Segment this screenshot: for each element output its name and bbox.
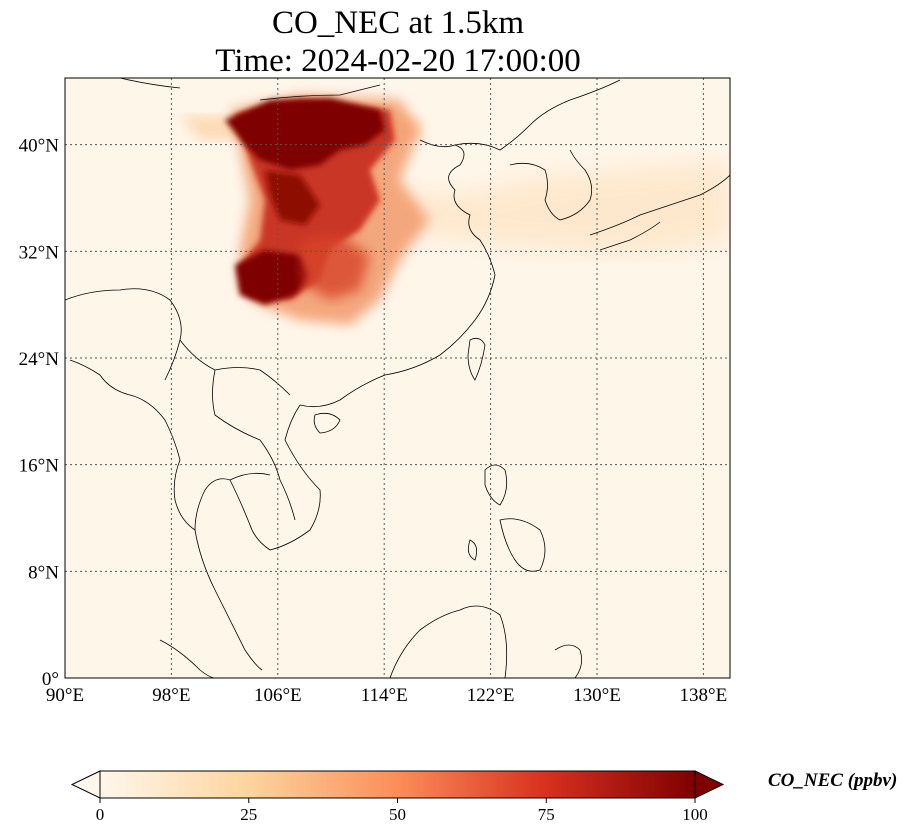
colorbar-extend-min [70,770,101,799]
co-field [65,78,730,678]
map-title: CO_NEC at 1.5km [271,5,525,41]
lon-tick-label: 114°E [361,685,408,706]
north-china-plume [225,98,385,170]
lon-tick-label: 138°E [680,685,728,706]
lon-tick-label: 130°E [573,685,621,706]
lat-tick-label: 16°N [19,456,60,477]
lat-tick-label: 0° [42,669,59,690]
colorbar-tick-label: 100 [682,805,708,824]
colorbar-extend-max [694,770,725,799]
colorbar-tick-label: 25 [240,805,258,824]
lat-tick-label: 24°N [19,349,60,370]
lon-tick-label: 98°E [152,685,190,706]
map-frame [64,77,731,679]
lon-tick-label: 122°E [467,685,515,706]
lon-tick-label: 90°E [46,685,84,706]
lon-tick-label: 106°E [254,685,302,706]
colorbar-tick-label: 0 [95,805,105,824]
axis-ticks: 90°E 98°E 106°E 114°E 122°E 130°E 138°E 0° 8°N 16… [19,136,728,706]
colorbar-gradient [100,771,695,798]
coastlines [65,78,730,678]
colorbar-tick-label: 50 [389,805,406,824]
colorbar-tick-label: 75 [537,805,555,824]
map-time-subtitle: Time: 2024-02-20 17:00:00 [215,43,581,79]
lat-tick-label: 32°N [19,242,60,263]
colorbar-label: CO_NEC (ppbv) [768,770,898,791]
lat-tick-label: 40°N [19,136,60,157]
colorbar [70,770,725,803]
sichuan-plume [235,250,310,305]
lat-tick-label: 8°N [28,562,59,583]
gridlines [65,78,730,678]
